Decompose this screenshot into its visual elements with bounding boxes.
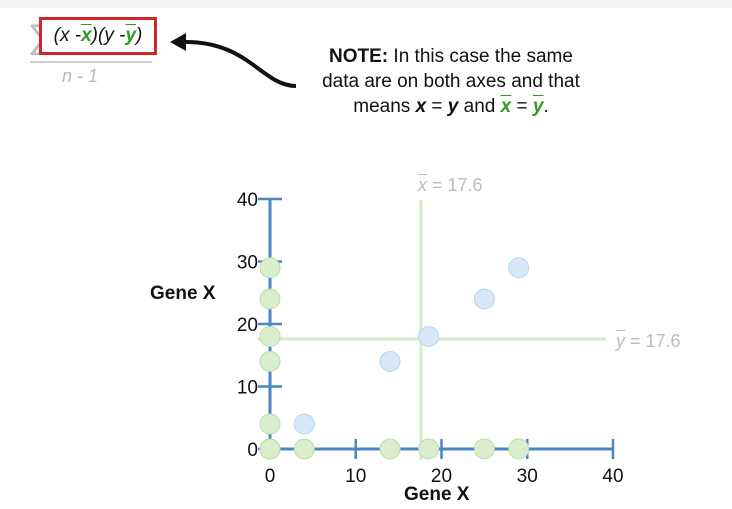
note-label: NOTE: <box>329 46 389 67</box>
note-line-1-text: In this case the same <box>388 46 573 67</box>
x-projection-point-1 <box>293 438 315 460</box>
x-projection-point-4 <box>473 438 495 460</box>
arrow-curve <box>181 39 297 88</box>
mean-x-label: x = 17.6 <box>418 175 483 196</box>
top-bar <box>0 0 732 8</box>
x-projection-point-3 <box>418 438 440 460</box>
y-projection-point-3 <box>259 326 281 347</box>
y-tick-label-1: 10 <box>237 378 258 399</box>
y-projection-point-0 <box>259 438 281 460</box>
x-tick-label-2: 20 <box>431 466 452 487</box>
note-xbar: x <box>500 96 512 117</box>
data-point-3 <box>473 288 495 310</box>
data-points <box>259 257 530 460</box>
note-and: and <box>458 96 501 117</box>
note-x: x <box>415 96 427 117</box>
mean-y-label: y = 17.6 <box>616 331 681 352</box>
note-y: y <box>447 96 459 117</box>
data-point-4 <box>508 257 530 279</box>
data-point-2 <box>418 326 440 347</box>
data-point-1 <box>379 351 401 372</box>
x-tick-label-4: 40 <box>602 466 623 487</box>
note-eq-2: = <box>511 96 533 117</box>
note-line-2: data are on both axes and that <box>322 71 580 92</box>
arrow-head <box>170 33 186 51</box>
mean-x-value: = 17.6 <box>427 175 483 195</box>
note-line-3: means x = y and x = y. <box>286 94 616 119</box>
x-projection-point-5 <box>508 438 530 460</box>
y-tick-label-3: 30 <box>237 253 258 274</box>
formula-denominator: n - 1 <box>62 66 99 86</box>
numerator-part-3: )(y - <box>91 25 126 46</box>
mean-x-var: x <box>418 175 427 195</box>
numerator-part-5: ) <box>136 25 143 46</box>
y-axis-label: Gene X <box>150 283 216 304</box>
mean-y-value: = 17.6 <box>625 331 681 351</box>
numerator-ybar: y <box>125 25 137 46</box>
y-tick-label-4: 40 <box>237 190 258 211</box>
x-projection-point-2 <box>379 438 401 460</box>
data-point-0 <box>293 413 315 435</box>
y-tick-label-0: 0 <box>247 440 258 461</box>
mean-y-var: y <box>616 331 625 351</box>
note-means: means <box>353 96 416 117</box>
y-projection-point-5 <box>259 257 281 279</box>
tick-labels: 0 10 20 30 40 0 10 20 30 40 <box>237 190 624 487</box>
note-line-1: NOTE: In this case the same <box>286 44 616 69</box>
note-text: NOTE: In this case the same data are on … <box>286 44 616 119</box>
numerator-xbar: x <box>81 25 92 46</box>
y-projection-point-1 <box>259 413 281 435</box>
formula-numerator-highlight: (x - x)(y - y) <box>39 17 157 55</box>
note-ybar: y <box>532 96 544 117</box>
covariance-formula: ∑ (x - x)(y - y) n - 1 <box>28 17 168 93</box>
y-projection-point-4 <box>259 288 281 310</box>
note-eq-1: = <box>426 96 448 117</box>
note-period: . <box>543 96 549 117</box>
y-projection-point-2 <box>259 351 281 372</box>
fraction-line <box>30 61 152 63</box>
x-tick-label-1: 10 <box>345 466 366 487</box>
x-axis-label: Gene X <box>404 484 470 505</box>
y-tick-label-2: 20 <box>237 315 258 336</box>
x-tick-label-0: 0 <box>265 466 276 487</box>
numerator-part-1: (x - <box>53 25 82 46</box>
x-tick-label-3: 30 <box>517 466 538 487</box>
